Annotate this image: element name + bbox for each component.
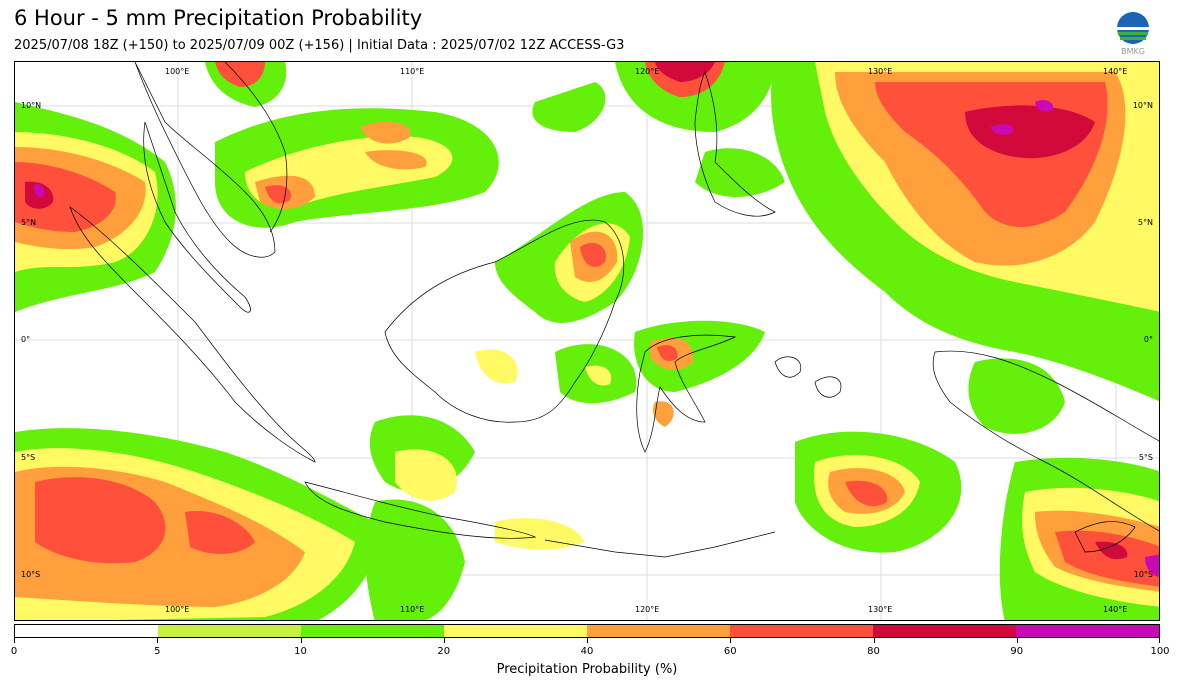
colorbar-segment <box>1016 625 1159 637</box>
colorbar-tick-label: 90 <box>1010 646 1024 657</box>
lon-label-top: 100°E <box>165 67 190 76</box>
colorbar-segment <box>301 625 444 637</box>
lat-label-left: 5°S <box>21 453 36 462</box>
colorbar-tick-label: 80 <box>867 646 880 657</box>
colorbar-segment <box>15 625 158 637</box>
colorbar-tick <box>443 638 445 643</box>
lat-label-right: 5°N <box>1137 218 1153 227</box>
lat-label-left: 5°N <box>21 218 37 227</box>
lon-label-top: 110°E <box>400 67 425 76</box>
chart-title: 6 Hour - 5 mm Precipitation Probability <box>14 6 423 30</box>
colorbar-segment <box>158 625 301 637</box>
colorbar-tick-label: 0 <box>10 646 18 657</box>
lat-label-right: 10°N <box>1132 101 1153 110</box>
colorbar-tick <box>14 638 15 643</box>
colorbar-tick <box>300 638 302 643</box>
colorbar-tick-label: 10 <box>294 646 307 657</box>
map-canvas <box>15 62 1159 620</box>
coastlines <box>69 62 1159 558</box>
colorbar-tick <box>1016 638 1018 643</box>
colorbar-tick <box>157 638 159 643</box>
colorbar-tick <box>587 638 588 643</box>
colorbar-title: Precipitation Probability (%) <box>496 662 678 677</box>
colorbar-tick-label: 20 <box>437 646 451 657</box>
colorbar-tick <box>730 638 732 643</box>
colorbar-tick-label: 40 <box>580 646 594 657</box>
lat-label-left: 10°N <box>21 101 42 110</box>
lat-label-left: 0° <box>21 335 31 344</box>
colorbar-segment <box>873 625 1016 637</box>
lon-label-top: 140°E <box>1103 67 1128 76</box>
colorbar-segment <box>587 625 730 637</box>
colorbar-tick-label: 60 <box>723 646 737 657</box>
lat-label-right: 10°S <box>1133 570 1153 579</box>
bmkg-logo: BMKG <box>1112 10 1154 56</box>
colorbar-tick <box>1159 638 1160 643</box>
lat-label-left: 10°S <box>21 570 41 579</box>
lon-label-bottom: 130°E <box>868 605 893 614</box>
probability-field <box>15 62 1159 620</box>
lat-label-right: 0° <box>1143 335 1153 344</box>
chart-subtitle: 2025/07/08 18Z (+150) to 2025/07/09 00Z … <box>14 38 625 53</box>
lon-label-top: 130°E <box>868 67 893 76</box>
precipitation-map: 100°E 110°E 120°E 130°E 140°E 100°E 110°… <box>14 61 1160 621</box>
colorbar-tick-label: 5 <box>154 646 161 657</box>
lon-label-bottom: 140°E <box>1103 605 1128 614</box>
lon-label-top: 120°E <box>635 67 660 76</box>
colorbar <box>14 624 1160 638</box>
lon-label-bottom: 110°E <box>400 605 425 614</box>
colorbar-segment <box>730 625 873 637</box>
logo-text: BMKG <box>1121 47 1145 56</box>
lat-label-right: 5°S <box>1138 453 1153 462</box>
lon-label-bottom: 100°E <box>165 605 190 614</box>
lon-label-bottom: 120°E <box>635 605 660 614</box>
colorbar-segment <box>444 625 587 637</box>
colorbar-tick-label: 100 <box>1150 646 1170 657</box>
colorbar-tick <box>873 638 875 643</box>
